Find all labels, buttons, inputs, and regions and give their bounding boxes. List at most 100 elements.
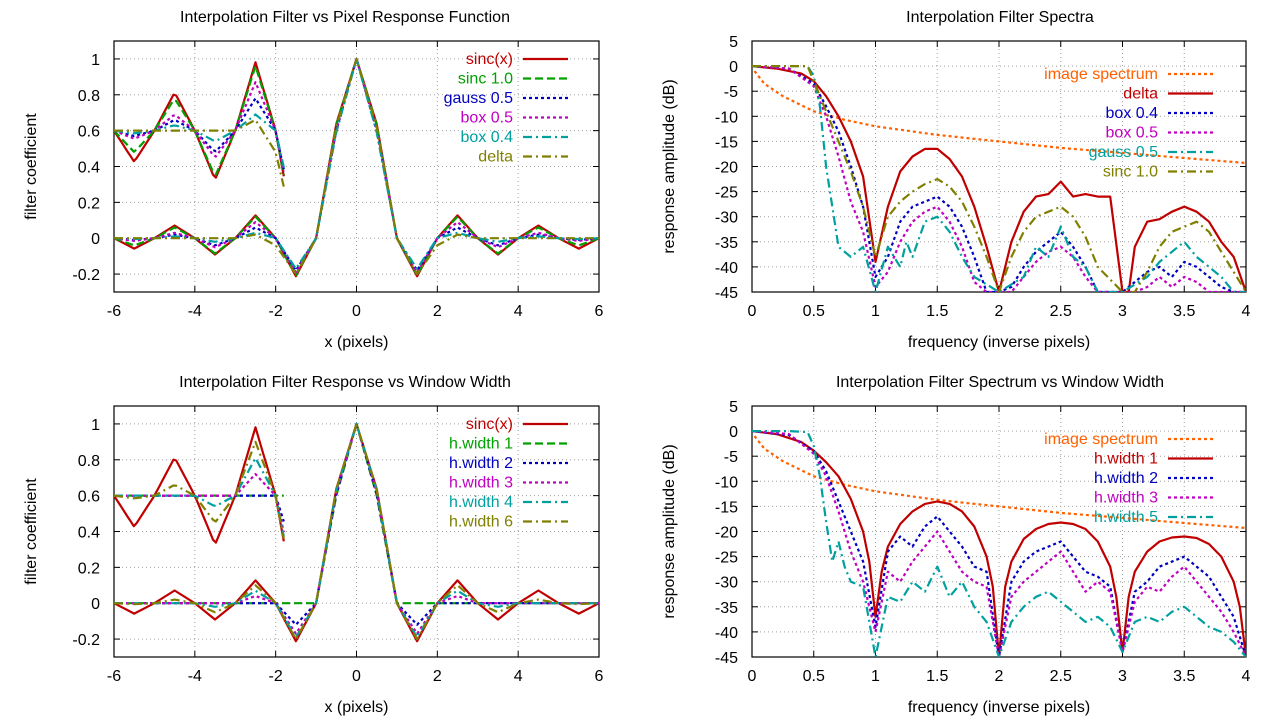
y-tick-label: 5 (729, 399, 738, 416)
series-line-2 (752, 65, 1246, 292)
y-axis-label: filter coefficient (23, 478, 40, 585)
legend-label-3: gauss 0.5 (444, 90, 513, 107)
y-tick-label: -5 (724, 449, 738, 466)
x-tick-label: -6 (107, 303, 121, 320)
x-tick-label: -2 (269, 668, 283, 685)
x-tick-label: 1 (871, 303, 880, 320)
legend-label-5: h.width 4 (449, 494, 513, 511)
y-tick-label: 0.8 (78, 88, 100, 105)
x-tick-label: -6 (107, 668, 121, 685)
series-line-3 (114, 57, 599, 272)
chart-panel-2: 0 0.5 1 1.5 2 2.5 3 3.5 4 -45 -40 -35 -30 -25 -20 -15 -1… (661, 9, 1251, 351)
x-tick-label: 2 (995, 668, 1004, 685)
y-tick-label: -40 (715, 625, 738, 642)
series-line-5 (752, 64, 1246, 292)
x-tick-label: 0 (748, 668, 757, 685)
legend-label-5: box 0.4 (461, 129, 514, 146)
y-tick-label: -45 (715, 285, 738, 302)
x-tick-label: 1 (871, 668, 880, 685)
y-tick-label: -0.2 (72, 267, 100, 284)
series-inset-3 (114, 97, 285, 170)
series-line-4 (752, 65, 1246, 292)
series-group (752, 64, 1246, 292)
y-tick-label: -10 (715, 474, 738, 491)
y-tick-label: -15 (715, 134, 738, 151)
series-line-4 (752, 430, 1246, 657)
y-tick-label: 0.2 (78, 195, 100, 212)
series-line-1 (753, 435, 1246, 530)
x-tick-label: 3.5 (1173, 303, 1195, 320)
legend-label-1: sinc(x) (466, 416, 513, 433)
legend-label-4: box 0.5 (1106, 125, 1159, 142)
x-tick-label: 4 (514, 668, 523, 685)
series-line-1 (114, 422, 599, 643)
y-axis-label: filter coefficient (23, 113, 40, 220)
y-tick-label: 0.6 (78, 124, 100, 141)
x-tick-label: 3 (1118, 303, 1127, 320)
x-tick-label: 2 (995, 303, 1004, 320)
legend-label-1: sinc(x) (466, 51, 513, 68)
x-tick-label: 1.5 (926, 668, 948, 685)
series-inset-6 (114, 440, 285, 539)
y-tick-label: 0.8 (78, 453, 100, 470)
series-line-5 (752, 430, 1246, 657)
plot-frame (751, 405, 1247, 658)
x-tick-label: 0.5 (803, 668, 825, 685)
series-inset-2 (114, 64, 285, 176)
x-tick-label: 2 (433, 303, 442, 320)
x-tick-label: 6 (595, 668, 604, 685)
y-tick-label: 1 (91, 417, 100, 434)
y-tick-label: -45 (715, 650, 738, 667)
plot-frame (113, 405, 600, 658)
y-axis-label: response amplitude (dB) (661, 444, 678, 618)
y-tick-label: -35 (715, 235, 738, 252)
legend-label-1: image spectrum (1044, 431, 1158, 448)
legend-label-4: h.width 3 (1094, 490, 1158, 507)
y-axis-label: response amplitude (dB) (661, 79, 678, 253)
legend-label-4: h.width 3 (449, 475, 513, 492)
legend-label-6: delta (478, 149, 513, 166)
y-tick-label: 0.4 (78, 525, 100, 542)
x-tick-label: 3.5 (1173, 668, 1195, 685)
series-inset-1 (114, 426, 285, 544)
y-tick-label: -30 (715, 575, 738, 592)
x-axis-label: x (pixels) (324, 699, 388, 716)
series-inset-4 (114, 473, 285, 533)
x-tick-label: 2.5 (1050, 668, 1072, 685)
x-tick-label: 0 (748, 303, 757, 320)
y-tick-label: -15 (715, 499, 738, 516)
legend-label-5: h.width 5 (1094, 509, 1158, 526)
x-axis-label: frequency (inverse pixels) (908, 699, 1090, 716)
series-line-6 (114, 422, 599, 641)
x-tick-label: 6 (595, 303, 604, 320)
legend-label-6: h.width 6 (449, 514, 513, 531)
x-tick-label: 3 (1118, 668, 1127, 685)
series-inset-5 (114, 113, 285, 168)
y-tick-label: -30 (715, 210, 738, 227)
series-line-6 (114, 57, 599, 276)
x-tick-label: 0 (352, 668, 361, 685)
y-tick-label: 0.4 (78, 160, 100, 177)
x-tick-label: 2 (433, 668, 442, 685)
chart-title: Interpolation Filter vs Pixel Response F… (180, 9, 510, 26)
x-tick-label: -4 (188, 303, 202, 320)
y-tick-label: -40 (715, 260, 738, 277)
x-tick-label: 2.5 (1050, 303, 1072, 320)
x-tick-label: 0 (352, 303, 361, 320)
series-group (114, 57, 599, 278)
chart-panel-1: -6 -4 -2 0 2 4 6 -0.2 0 0.2 0.4 0.6 0.8 1 sinc(x) sinc … (23, 9, 604, 351)
legend-label-3: box 0.4 (1106, 105, 1159, 122)
series-inset-1 (114, 61, 285, 179)
chart-panel-4: 0 0.5 1 1.5 2 2.5 3 3.5 4 -45 -40 -35 -30 -25 -20 -15 -1… (661, 374, 1251, 716)
series-line-1 (114, 57, 599, 278)
series-line-3 (752, 430, 1246, 657)
series-inset-4 (114, 81, 285, 172)
y-tick-label: 0 (91, 231, 100, 248)
y-tick-label: 1 (91, 52, 100, 69)
x-tick-label: 4 (1242, 668, 1251, 685)
legend-label-4: box 0.5 (461, 110, 514, 127)
legend-label-2: h.width 1 (1094, 451, 1158, 468)
x-tick-label: 0.5 (803, 303, 825, 320)
